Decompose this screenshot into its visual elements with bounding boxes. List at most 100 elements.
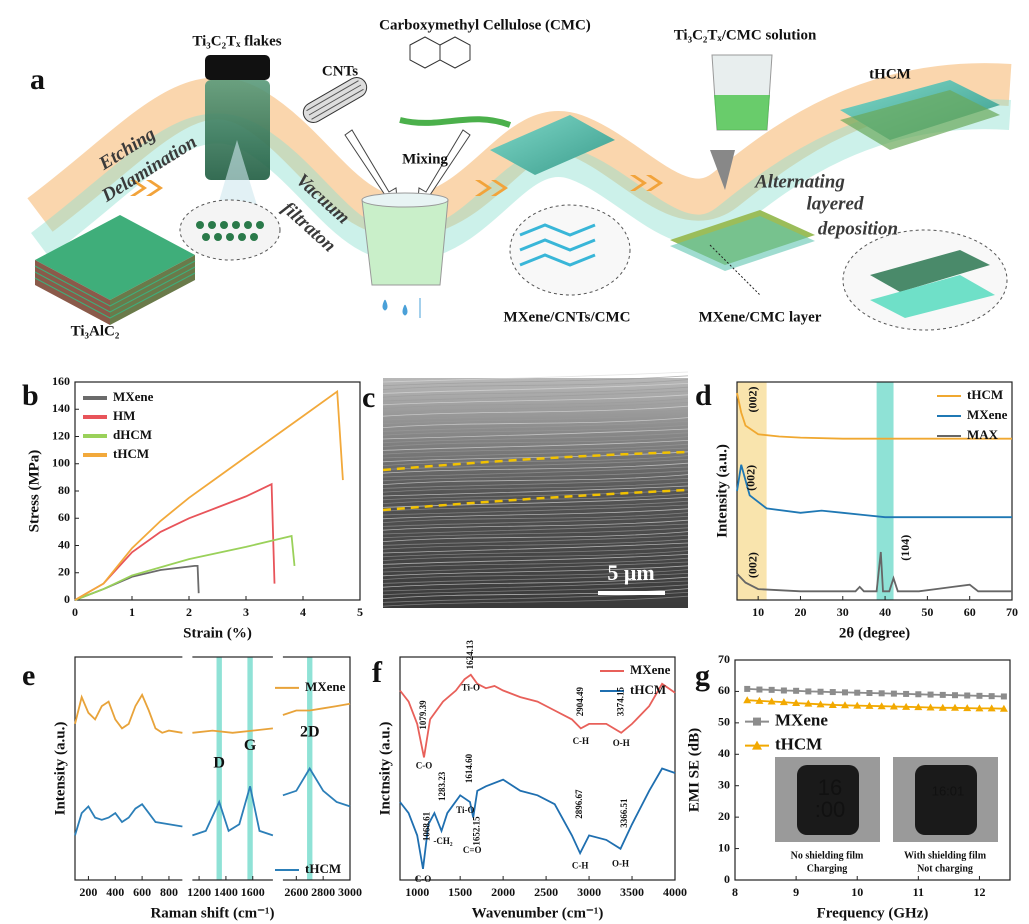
label: MXene/CMC layer xyxy=(699,309,822,325)
plot-frame xyxy=(734,659,1011,881)
marker xyxy=(866,690,873,696)
x-tick-label: 2 xyxy=(186,605,192,619)
x-tick-label: 1600 xyxy=(241,885,265,899)
annotation: 1283.23 xyxy=(437,771,447,801)
x-tick-label: 10 xyxy=(851,885,863,899)
x-axis-label: Strain (%) xyxy=(183,625,252,641)
legend-label: MXene xyxy=(630,662,671,677)
marker xyxy=(805,688,812,695)
texture-line xyxy=(382,580,689,592)
series-line xyxy=(736,392,1012,440)
label: MXene/CNTs/CMC xyxy=(504,309,631,325)
marker xyxy=(743,696,752,704)
x-tick-label: 1000 xyxy=(405,885,429,899)
x-tick-label: 600 xyxy=(133,885,151,899)
label: Ti₃C₂Tₓ flakes xyxy=(192,33,281,49)
annotation: Ti-O xyxy=(462,682,480,692)
annotation: 1652.15 xyxy=(471,816,481,846)
label: deposition xyxy=(818,218,898,239)
x-tick-label: 4 xyxy=(300,605,306,619)
series-line xyxy=(399,767,676,870)
y-tick-label: 160 xyxy=(52,374,70,388)
marker xyxy=(793,687,800,694)
legend-label: MXene xyxy=(967,407,1008,422)
legend-marker xyxy=(753,717,761,726)
annotation: 2904.49 xyxy=(575,686,585,716)
annotation: G xyxy=(244,737,257,754)
texture-line xyxy=(382,405,689,417)
annotation: C-O xyxy=(416,760,433,770)
legend-label: MAX xyxy=(967,427,999,442)
x-tick-label: 0 xyxy=(72,605,78,619)
texture-line xyxy=(382,443,689,455)
y-tick-label: 30 xyxy=(718,777,730,791)
texture-line xyxy=(382,478,689,489)
y-axis-label: EMI SE (dB) xyxy=(686,728,702,812)
panel-letter: a xyxy=(30,63,45,96)
marker xyxy=(976,692,983,699)
annotation: 3366.51 xyxy=(619,798,629,828)
x-tick-label: 2800 xyxy=(311,885,335,899)
x-tick-label: 1500 xyxy=(448,885,472,899)
series-line xyxy=(747,699,1004,710)
annotation: C-H xyxy=(573,736,590,746)
y-axis-label: Intensity (a.u.) xyxy=(52,722,68,816)
x-tick-label: 2000 xyxy=(491,885,515,899)
legend-marker xyxy=(752,740,762,750)
texture-line xyxy=(382,489,689,501)
marker xyxy=(878,690,885,697)
label: Carboxymethyl Cellulose (CMC) xyxy=(379,17,591,33)
series-line xyxy=(399,673,676,758)
marker xyxy=(804,699,813,707)
x-tick-label: 11 xyxy=(913,885,924,899)
plot-frame xyxy=(399,656,676,881)
annotation: (002) xyxy=(746,552,760,578)
series-line xyxy=(736,464,1012,519)
highlight-band xyxy=(876,382,894,600)
marker xyxy=(767,697,776,705)
x-axis-label: Frequency (GHz) xyxy=(817,905,929,921)
label: tHCM xyxy=(869,66,911,82)
texture-line xyxy=(382,462,689,474)
texture-line xyxy=(382,455,689,466)
y-tick-label: 40 xyxy=(58,537,70,551)
texture-line xyxy=(382,527,689,539)
texture-line xyxy=(382,512,689,523)
annotation: 2896.67 xyxy=(574,789,584,819)
marker xyxy=(744,685,751,692)
texture-line xyxy=(382,371,689,383)
x-tick-label: 30 xyxy=(837,605,849,619)
pointer xyxy=(709,244,761,296)
texture-line xyxy=(382,413,689,425)
x-tick-label: 60 xyxy=(964,605,976,619)
marker xyxy=(817,688,824,695)
texture-line xyxy=(382,565,689,577)
annotation: O-H xyxy=(612,858,629,868)
mesh xyxy=(519,223,596,267)
marker xyxy=(890,690,897,697)
texture-line xyxy=(382,497,689,508)
marker xyxy=(952,692,958,699)
x-tick-label: 1400 xyxy=(214,885,238,899)
jar xyxy=(205,55,270,215)
marker xyxy=(964,692,971,699)
texture-line xyxy=(382,466,689,478)
marker xyxy=(828,700,837,708)
max-block xyxy=(34,215,196,325)
annotation: 2D xyxy=(300,723,320,740)
atoms xyxy=(196,221,264,241)
annotation: C-O xyxy=(415,874,432,884)
texture-line xyxy=(382,440,689,451)
texture-line xyxy=(382,390,689,402)
marker xyxy=(768,686,775,693)
series-line xyxy=(74,389,344,601)
thcm-sheet xyxy=(840,90,1000,150)
label: Ti₃C₂Tₓ/CMC solution xyxy=(674,27,817,43)
cmc-structure xyxy=(409,36,471,69)
marker xyxy=(779,698,788,706)
marker xyxy=(988,693,995,700)
sheet xyxy=(490,115,615,175)
x-tick-label: 400 xyxy=(106,885,124,899)
x-tick-label: 5 xyxy=(357,605,363,619)
cmc-chain xyxy=(399,116,512,128)
